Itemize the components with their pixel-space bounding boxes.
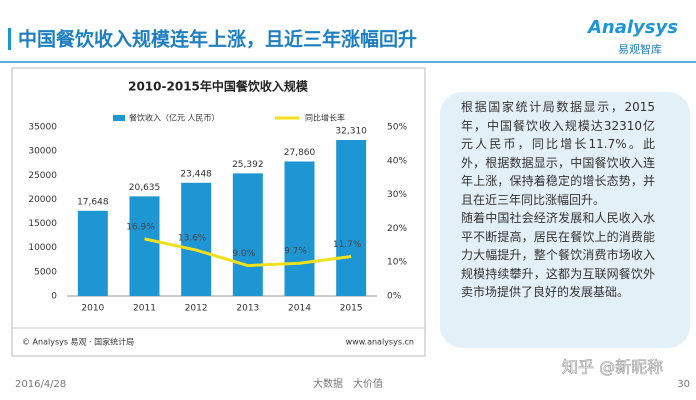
line [144, 237, 352, 268]
y-tick-label: 10000 [28, 243, 57, 253]
bar-value-label: 25,392 [232, 160, 264, 170]
y-tick-label: 25000 [28, 171, 57, 181]
x-tick-label: 2012 [185, 304, 208, 314]
bar [181, 182, 212, 296]
y2-tick-label: 20% [387, 224, 407, 234]
y-tick-label: 35000 [28, 123, 57, 133]
bar-value-label: 17,648 [77, 197, 109, 207]
bar [232, 173, 263, 296]
x-tick-label: 2013 [236, 304, 259, 314]
x-tick-label: 2010 [81, 304, 104, 314]
legend-swatch [113, 115, 125, 121]
y2-tick-label: 10% [387, 258, 407, 268]
source: © Analysys 易观 · 国家统计局 [22, 337, 134, 347]
title-bar [8, 28, 11, 50]
y-tick-label: 15000 [28, 219, 57, 229]
y-tick-label: 20000 [28, 195, 57, 205]
bar-value-label: 32,310 [335, 126, 367, 136]
text-box [440, 92, 690, 348]
line-value-label: 9.0% [232, 249, 255, 259]
legend-label: 餐饮收入（亿元 人民币） [129, 113, 220, 123]
y2-tick-label: 40% [387, 156, 407, 166]
line-value-label: 13.6% [178, 234, 207, 244]
line-value-label: 9.7% [284, 247, 307, 257]
y2-tick-label: 0% [387, 292, 402, 302]
page-number: 30 [677, 379, 690, 390]
x-tick-label: 2015 [340, 304, 363, 314]
x-tick-label: 2014 [288, 304, 311, 314]
y2-tick-label: 30% [387, 190, 407, 200]
footer-date: 2016/4/28 [15, 379, 66, 390]
line-value-label: 16.9% [126, 222, 155, 232]
y-tick-label: 5000 [34, 267, 57, 277]
bar-value-label: 20,635 [129, 183, 161, 193]
slide-title: 中国餐饮收入规模连年上涨，且近三年涨幅回升 [18, 28, 417, 51]
chart-title: 2010-2015年中国餐饮收入规模 [128, 79, 309, 94]
watermark: 知乎 @新昵称 [562, 358, 663, 377]
y2-tick-label: 50% [387, 123, 407, 133]
bar [77, 210, 108, 296]
y-tick-label: 0 [51, 292, 57, 302]
bar [284, 161, 315, 296]
bar [336, 139, 367, 296]
line-value-label: 11.7% [333, 240, 362, 250]
bar-value-label: 23,448 [180, 169, 212, 179]
website: www.analysys.cn [346, 338, 414, 347]
description: 根据国家统计局数据显示，2015年，中国餐饮收入规模达32310亿元人民币，同比… [461, 98, 655, 302]
logo: Analysys [586, 17, 678, 38]
y-tick-label: 30000 [28, 147, 57, 157]
bar [129, 196, 160, 296]
x-tick-label: 2011 [133, 304, 156, 314]
paragraph: 随着中国社会经济发展和人民收入水平不断提高，居民在餐饮上的消费能力大幅提升，整个… [461, 211, 655, 299]
paragraph: 根据国家统计局数据显示，2015年，中国餐饮收入规模达32310亿元人民币，同比… [461, 100, 655, 207]
bar-value-label: 27,860 [284, 148, 316, 158]
footer-slogan: 大数据 大价值 [313, 377, 383, 390]
legend-label: 同比增长率 [305, 113, 345, 123]
logo-subtitle: 易观智库 [618, 42, 662, 56]
